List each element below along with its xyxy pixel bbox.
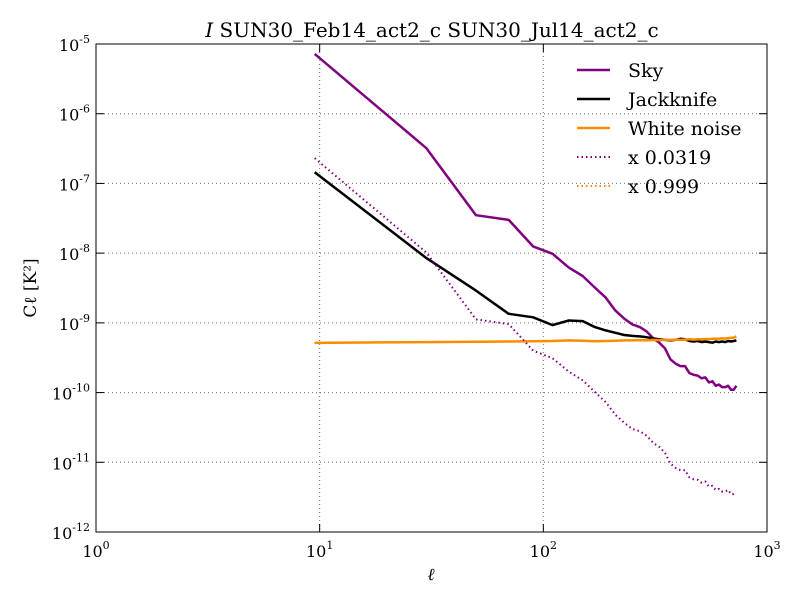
y-tick-label: 10-6: [59, 103, 90, 125]
legend-label-x-0-0319: x 0.0319: [628, 147, 711, 169]
x-tick-label: 100: [82, 539, 109, 561]
chart-title-italic: I: [204, 18, 214, 42]
y-tick-label: 10-5: [59, 33, 90, 55]
y-tick-label: 10-9: [59, 312, 90, 334]
chart-title-text: SUN30_Feb14_act2_c SUN30_Jul14_act2_c: [220, 18, 659, 42]
legend: Sky Jackknife White noise x 0.0319 x 0.999: [577, 60, 742, 198]
x-axis-label: ℓ: [427, 565, 434, 585]
legend-label-sky: Sky: [628, 60, 664, 82]
x-tick-label: 101: [306, 539, 333, 561]
legend-label-white-noise: White noise: [628, 118, 742, 140]
grid: [96, 44, 767, 532]
y-tick-label: 10-7: [59, 172, 90, 194]
x-tick-label: 103: [753, 539, 780, 561]
series-line-x-0-999: [314, 335, 737, 344]
y-axis-label: Cℓ [K²]: [21, 258, 41, 317]
y-tick-label: 10-12: [52, 521, 90, 543]
legend-label-jackknife: Jackknife: [626, 89, 717, 111]
series-layer: [313, 52, 738, 496]
y-tick-label: 10-11: [52, 451, 90, 473]
legend-label-x-0-999: x 0.999: [628, 176, 699, 198]
y-tick-label: 10-10: [52, 382, 90, 404]
plot-frame: [95, 43, 768, 533]
series-line-sky: [313, 52, 738, 391]
x-tick-label: 102: [530, 539, 557, 561]
y-tick-label: 10-8: [59, 242, 90, 264]
series-line-x-0-0319: [314, 157, 737, 496]
chart-title: I SUN30_Feb14_act2_c SUN30_Jul14_act2_c: [204, 18, 658, 42]
ticks: 100 101 102 103 10-12 10-11 10-10 10-9 10-8 10-7 1…: [52, 33, 781, 561]
